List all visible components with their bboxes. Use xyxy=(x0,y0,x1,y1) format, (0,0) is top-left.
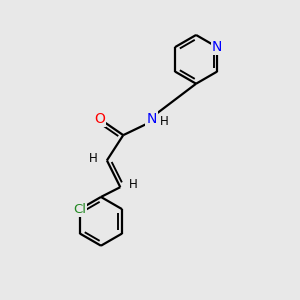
Text: Cl: Cl xyxy=(74,202,86,216)
Text: N: N xyxy=(212,40,222,54)
Text: O: O xyxy=(94,112,105,126)
Text: N: N xyxy=(146,112,157,126)
Text: H: H xyxy=(89,152,98,165)
Text: H: H xyxy=(160,115,169,128)
Text: H: H xyxy=(129,178,138,191)
